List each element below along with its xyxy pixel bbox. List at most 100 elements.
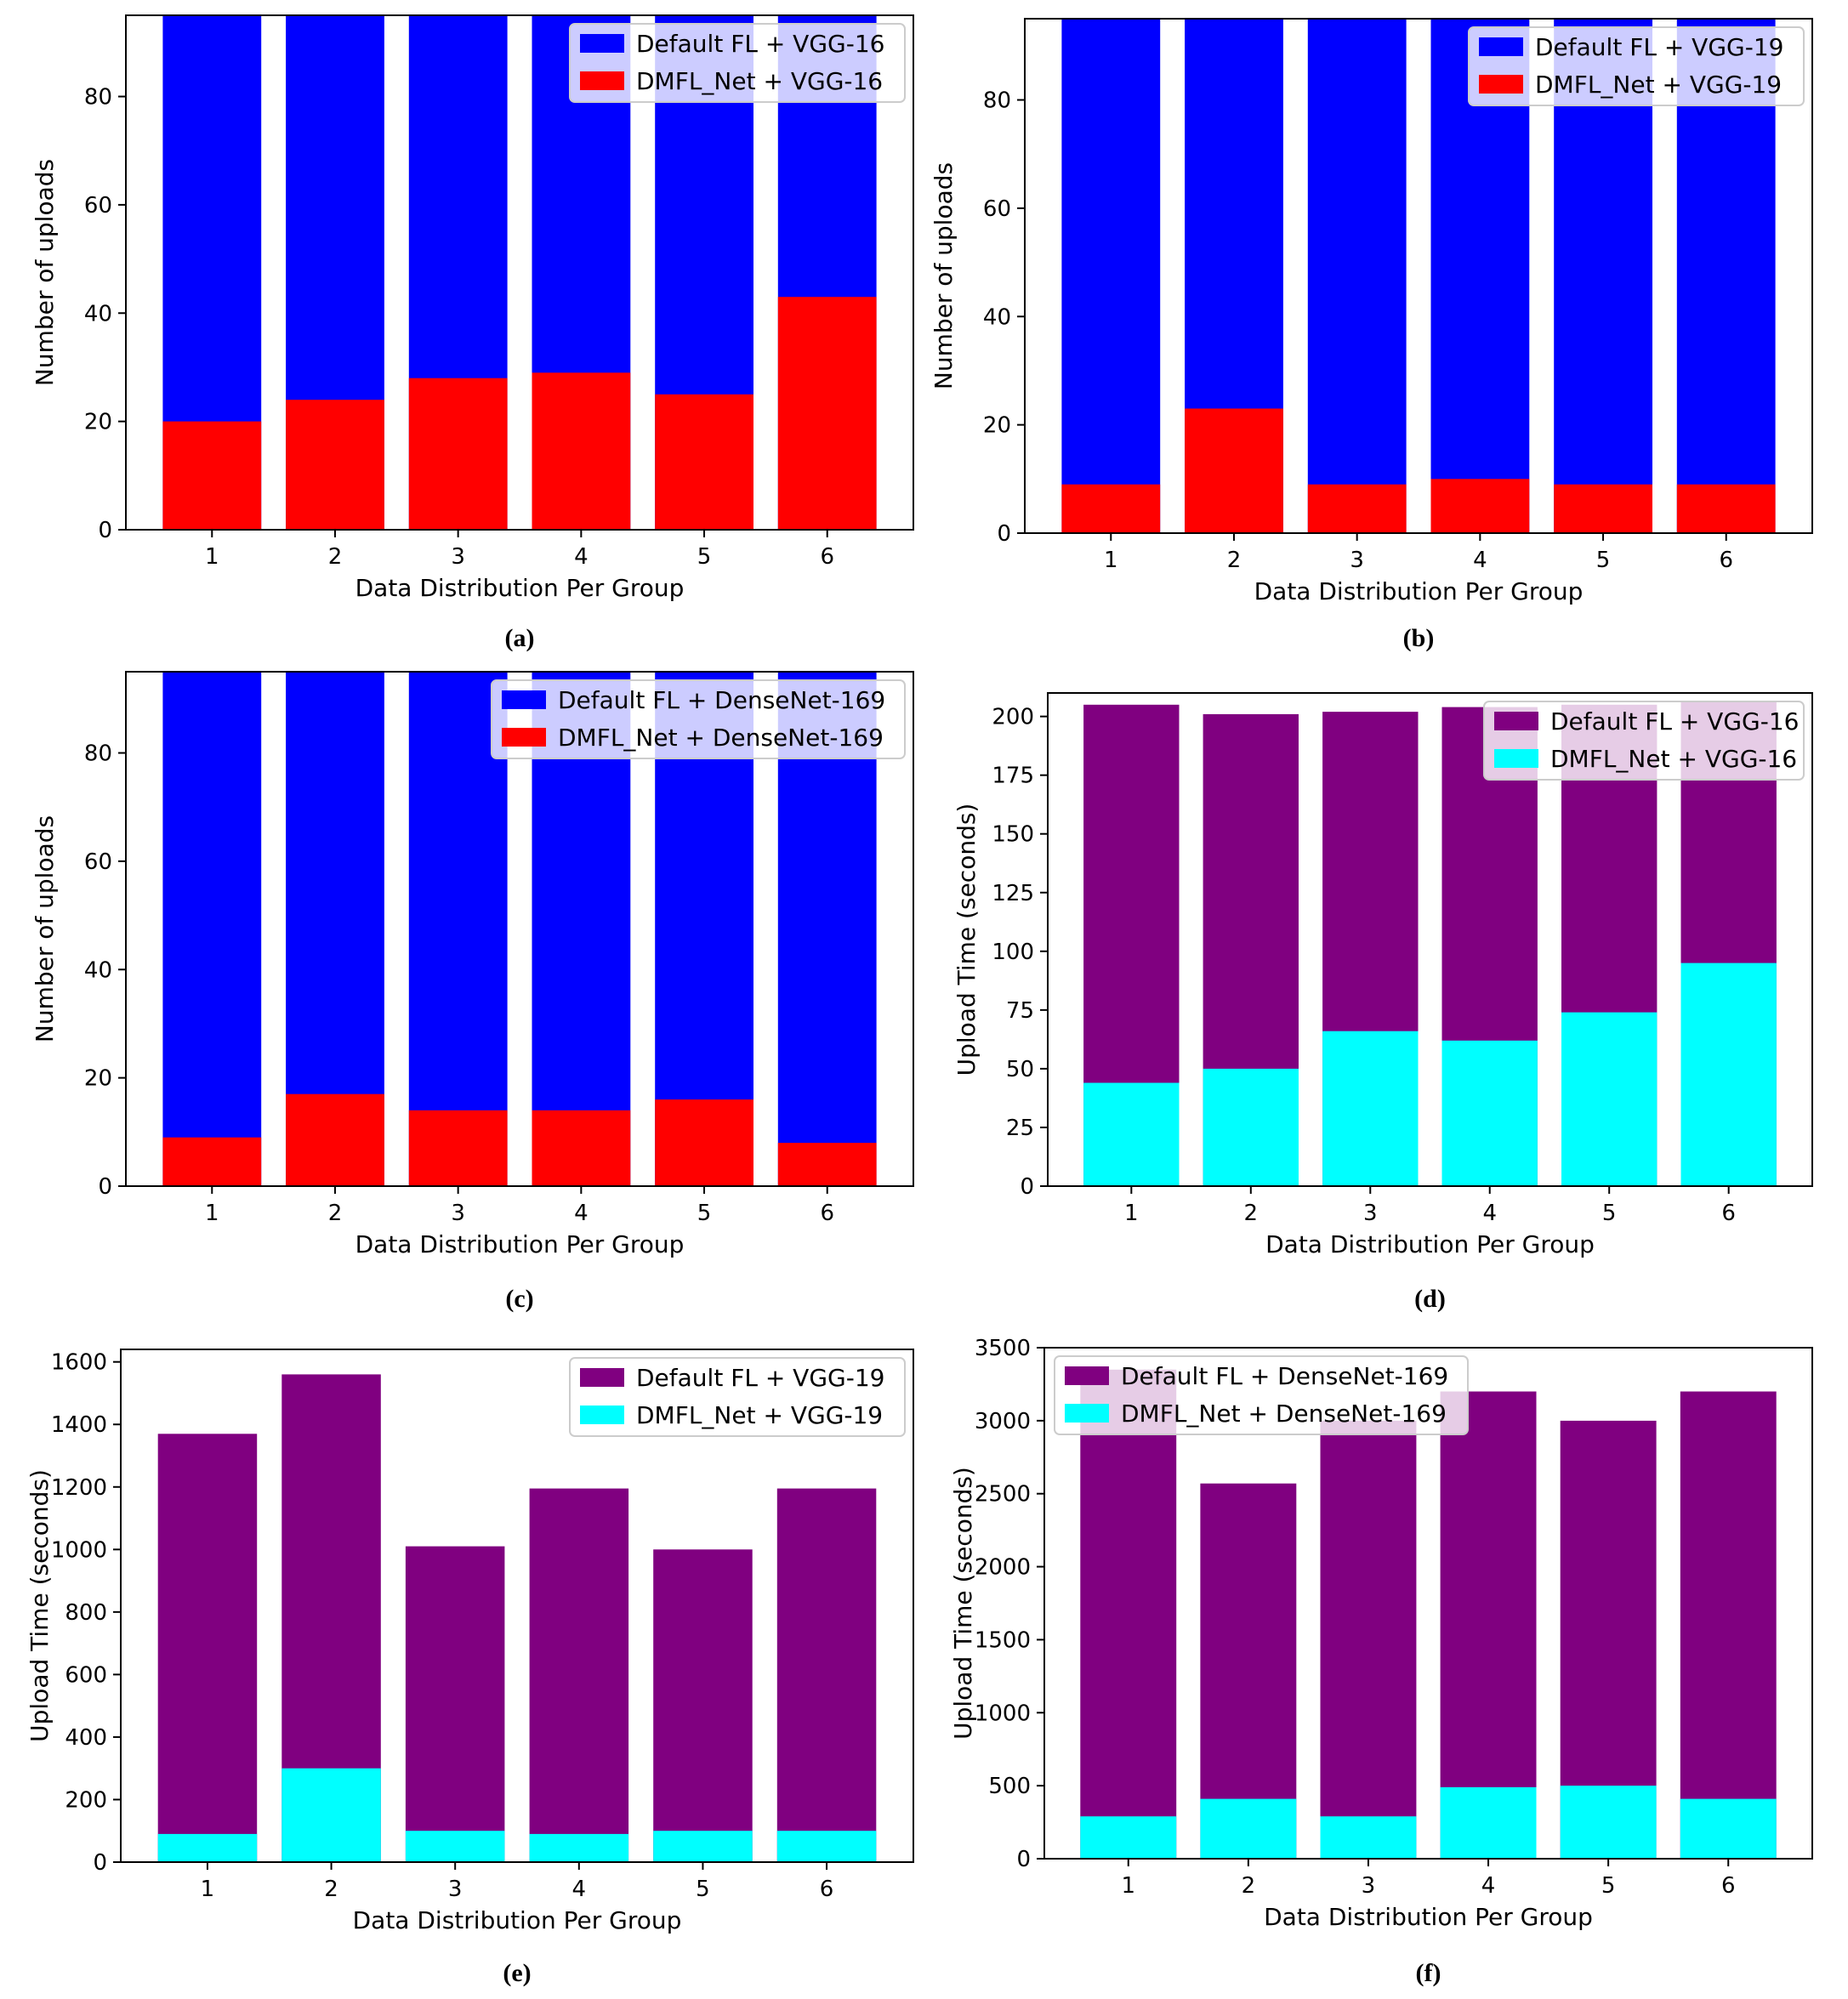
- legend-swatch-c-1: [502, 728, 546, 747]
- legend-label-d-1: DMFL_Net + VGG-16: [1550, 745, 1797, 773]
- chart-c: 0 20 40 60 80 1 2 3 4 5 6 Data Distribution Per Gro…: [31, 671, 914, 1313]
- xtick-label-b-0: 1: [1104, 548, 1118, 573]
- legend-label-f-0: Default FL + DenseNet-169: [1121, 1362, 1448, 1390]
- plot-frame-b: [1024, 18, 1813, 534]
- ytick-label-d-0: 0: [1020, 1174, 1034, 1200]
- bar-e-s0-1: [157, 1434, 258, 1862]
- bar-c-s0-1: [162, 672, 262, 1186]
- ytick-label-c-0: 0: [98, 1174, 112, 1200]
- legend-label-f-1: DMFL_Net + DenseNet-169: [1121, 1400, 1447, 1428]
- ytick-label-c-1: 20: [84, 1066, 112, 1092]
- x-axis-label-b: Data Distribution Per Group: [1254, 577, 1584, 605]
- xtick-label-d-5: 6: [1721, 1201, 1736, 1226]
- legend-box-f: [1054, 1355, 1469, 1435]
- legend-label-a-0: Default FL + VGG-16: [636, 30, 884, 58]
- ytick-label-e-8: 1600: [51, 1350, 107, 1376]
- bar-c-s1-1: [162, 1137, 262, 1186]
- plot-frame-f: [1043, 1347, 1813, 1860]
- xtick-label-b-3: 4: [1473, 548, 1487, 573]
- legend-f: Default FL + DenseNet-169 DMFL_Net + Dens…: [1054, 1355, 1469, 1435]
- legend-label-c-0: Default FL + DenseNet-169: [558, 686, 885, 714]
- chart-b: 0 20 40 60 80 1 2 3 4 5 6 Data Distribution Per Gro…: [930, 18, 1813, 652]
- ytick-label-e-4: 800: [65, 1600, 107, 1626]
- xtick-label-c-1: 2: [328, 1201, 343, 1226]
- bar-e-s1-4: [529, 1833, 629, 1862]
- x-axis-label-c: Data Distribution Per Group: [355, 1230, 685, 1258]
- xtick-label-c-5: 6: [820, 1201, 834, 1226]
- bar-f-s1-1: [1080, 1816, 1177, 1859]
- ytick-label-d-6: 150: [992, 822, 1034, 848]
- ytick-label-a-4: 80: [84, 85, 112, 111]
- xtick-label-e-1: 2: [324, 1877, 338, 1902]
- bar-e-s0-4: [529, 1488, 629, 1862]
- ytick-label-b-3: 60: [983, 196, 1011, 222]
- y-axis-label-b: Number of uploads: [930, 162, 958, 389]
- ytick-label-f-3: 1500: [975, 1627, 1031, 1653]
- ytick-label-c-2: 40: [84, 957, 112, 983]
- legend-label-a-1: DMFL_Net + VGG-16: [636, 67, 883, 95]
- legend-label-b-0: Default FL + VGG-19: [1535, 33, 1783, 61]
- xtick-label-f-2: 3: [1362, 1873, 1376, 1899]
- legend-box-c: [491, 679, 906, 759]
- ytick-label-c-4: 80: [84, 741, 112, 767]
- xtick-label-d-2: 3: [1363, 1201, 1378, 1226]
- ytick-label-b-4: 80: [983, 88, 1011, 114]
- legend-box-a: [569, 23, 906, 103]
- ytick-label-f-0: 0: [1016, 1847, 1031, 1872]
- ytick-label-d-8: 200: [992, 705, 1034, 730]
- caption-c: (c): [505, 1285, 533, 1313]
- xtick-label-e-0: 1: [201, 1877, 215, 1902]
- caption-e: (e): [503, 1959, 531, 1987]
- ytick-label-e-5: 1000: [51, 1537, 107, 1563]
- ytick-label-d-7: 175: [992, 764, 1034, 789]
- xtick-label-b-5: 6: [1719, 548, 1733, 573]
- ytick-label-d-1: 25: [1006, 1116, 1034, 1141]
- legend-swatch-b-0: [1479, 37, 1523, 56]
- y-axis-label-c: Number of uploads: [31, 815, 59, 1042]
- legend-swatch-c-0: [502, 690, 546, 709]
- x-axis-label-a: Data Distribution Per Group: [355, 574, 685, 602]
- bar-d-s1-4: [1441, 1040, 1538, 1186]
- ytick-label-f-2: 1000: [975, 1701, 1031, 1726]
- y-axis-label-e: Upload Time (seconds): [26, 1469, 54, 1742]
- bar-f-s0-3: [1320, 1420, 1417, 1859]
- xtick-label-f-4: 5: [1601, 1873, 1616, 1899]
- y-axis-label-d: Upload Time (seconds): [952, 804, 981, 1076]
- ytick-label-e-0: 0: [93, 1850, 107, 1876]
- plot-frame-d: [1047, 692, 1813, 1187]
- legend-swatch-d-0: [1494, 712, 1538, 730]
- legend-swatch-d-1: [1494, 749, 1538, 768]
- xtick-label-a-5: 6: [820, 544, 834, 570]
- chart-d: 0 25 50 75 100 125 150 175 200 1 2 3 4 5 6 Data Distrib…: [952, 692, 1813, 1313]
- xtick-label-c-0: 1: [205, 1201, 219, 1226]
- x-axis-label-e: Data Distribution Per Group: [353, 1906, 682, 1934]
- bar-b-s0-3: [1307, 19, 1407, 533]
- ytick-label-b-2: 40: [983, 304, 1011, 330]
- legend-swatch-f-1: [1065, 1404, 1109, 1423]
- ytick-label-d-3: 75: [1006, 998, 1034, 1024]
- bar-e-s1-1: [157, 1833, 258, 1862]
- bar-f-s1-3: [1320, 1816, 1417, 1859]
- bar-a-s1-4: [532, 372, 631, 530]
- xtick-label-f-0: 1: [1121, 1873, 1135, 1899]
- bar-c-s0-3: [408, 672, 508, 1186]
- xtick-label-f-1: 2: [1242, 1873, 1256, 1899]
- ytick-label-c-3: 60: [84, 849, 112, 875]
- bar-f-s0-4: [1440, 1391, 1537, 1859]
- bar-a-s1-5: [655, 394, 753, 530]
- ytick-label-e-7: 1400: [51, 1412, 107, 1438]
- x-axis-label-f: Data Distribution Per Group: [1264, 1903, 1593, 1931]
- legend-swatch-e-1: [580, 1406, 624, 1424]
- xtick-label-d-4: 5: [1602, 1201, 1617, 1226]
- xtick-label-a-0: 1: [205, 544, 219, 570]
- ytick-label-f-4: 2000: [975, 1555, 1031, 1581]
- bar-e-s0-3: [405, 1546, 505, 1862]
- bar-a-s1-6: [777, 297, 877, 530]
- xtick-label-e-3: 4: [572, 1877, 587, 1902]
- x-axis-label-d: Data Distribution Per Group: [1265, 1230, 1595, 1258]
- ytick-label-d-4: 100: [992, 940, 1034, 965]
- bar-f-s1-6: [1680, 1798, 1777, 1859]
- bar-f-s1-2: [1200, 1798, 1297, 1859]
- bar-d-s1-6: [1680, 963, 1777, 1186]
- bar-c-s1-4: [532, 1110, 631, 1186]
